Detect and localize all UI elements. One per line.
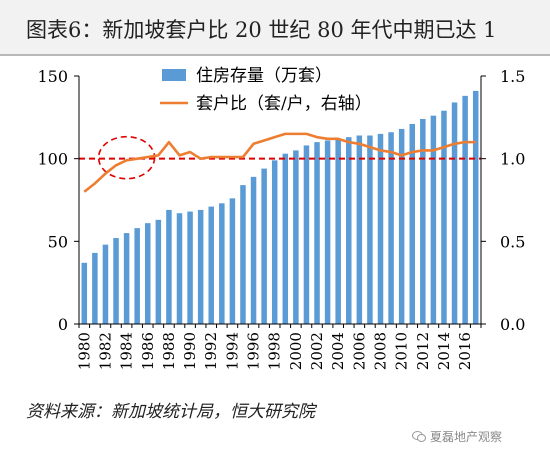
x-tick-label-2004: 2004 [329, 332, 347, 370]
legend-swatch-bar [162, 69, 186, 81]
bar-2000 [293, 150, 299, 324]
chart-title: 图表6：新加坡套户比 20 世纪 80 年代中期已达 1 [26, 18, 497, 42]
y-left-tick-label: 50 [48, 232, 68, 251]
bar-1987 [155, 219, 162, 324]
bar-1986 [145, 223, 151, 324]
legend-label-bar: 住房存量（万套） [196, 66, 332, 86]
y-left-tick-label: 100 [37, 150, 68, 169]
bar-2016 [462, 95, 468, 324]
bar-2009 [388, 132, 394, 324]
bar-2014 [441, 110, 447, 324]
wechat-icon [412, 431, 426, 442]
bar-1980 [81, 262, 88, 324]
bar-2003 [324, 140, 331, 324]
bar-1990 [187, 211, 193, 324]
bar-2010 [398, 128, 405, 324]
legend-label-line: 套户比（套/户，右轴） [196, 94, 372, 114]
bar-1982 [102, 244, 109, 324]
x-tick-label-1992: 1992 [202, 332, 220, 370]
x-tick-label-1986: 1986 [139, 332, 157, 370]
bar-2002 [314, 142, 320, 324]
x-tick-label-1980: 1980 [75, 332, 93, 370]
bar-2006 [356, 135, 363, 324]
x-tick-label-2010: 2010 [393, 332, 411, 370]
x-tick-label-1988: 1988 [160, 332, 178, 370]
y-right-tick-label: 0.0 [500, 315, 525, 334]
bar-1997 [261, 168, 267, 324]
x-tick-label-2002: 2002 [308, 332, 326, 370]
bar-1994 [229, 198, 236, 324]
bar-1981 [92, 252, 98, 324]
y-right-tick-label: 1.5 [500, 67, 525, 86]
bar-1999 [282, 153, 289, 324]
bar-2011 [409, 123, 415, 324]
bar-1996 [250, 176, 257, 324]
bar-1983 [113, 238, 119, 324]
bar-1998 [271, 160, 278, 324]
bar-2004 [335, 138, 341, 324]
chart-area: 0 50 100 150 0.0 0.5 1.0 1.5 1980 1982 1984 1986 198… [37, 66, 525, 370]
x-tick-label-2008: 2008 [372, 332, 390, 370]
bar-1988 [166, 209, 172, 324]
y-left-tick-label: 150 [37, 67, 68, 86]
source-note: 资料来源：新加坡统计局，恒大研究院 [26, 402, 315, 422]
x-tick-label-1996: 1996 [245, 332, 263, 370]
bar-2012 [420, 118, 426, 324]
watermark-text: 夏磊地产观察 [430, 430, 503, 444]
y-right-tick-label: 1.0 [500, 150, 525, 169]
x-tick-label-1990: 1990 [181, 332, 199, 370]
series-line-housing-ratio [83, 132, 476, 193]
x-tick-label-1998: 1998 [266, 332, 284, 370]
bar-2017 [472, 90, 479, 324]
bar-2013 [430, 115, 437, 325]
bar-2005 [346, 137, 352, 324]
bar-2008 [377, 133, 384, 324]
watermark: 夏磊地产观察 [412, 428, 502, 445]
bar-1991 [197, 209, 204, 324]
bar-1995 [240, 185, 246, 324]
bar-2015 [451, 102, 458, 324]
x-tick-label-2014: 2014 [435, 332, 453, 370]
x-tick-label-2016: 2016 [456, 332, 474, 370]
bar-1984 [123, 233, 130, 324]
bar-1985 [134, 228, 140, 324]
x-tick-label-1994: 1994 [223, 332, 241, 370]
y-left-tick-label: 0 [58, 315, 68, 334]
x-tick-label-1982: 1982 [96, 332, 114, 370]
x-tick-label-2012: 2012 [414, 332, 432, 370]
x-tick-label-2000: 2000 [287, 332, 305, 370]
annotation-ellipse [97, 135, 156, 180]
chart-header: 图表6：新加坡套户比 20 世纪 80 年代中期已达 1 [0, 0, 550, 56]
x-tick-label-2006: 2006 [350, 332, 368, 370]
bar-2001 [303, 145, 310, 324]
y-right-tick-label: 0.5 [500, 232, 525, 251]
bar-1993 [219, 203, 225, 324]
x-tick-label-1984: 1984 [118, 332, 136, 370]
bar-1989 [176, 213, 183, 324]
bar-1992 [208, 206, 214, 324]
bar-2007 [367, 135, 373, 324]
header-divider [0, 54, 550, 56]
